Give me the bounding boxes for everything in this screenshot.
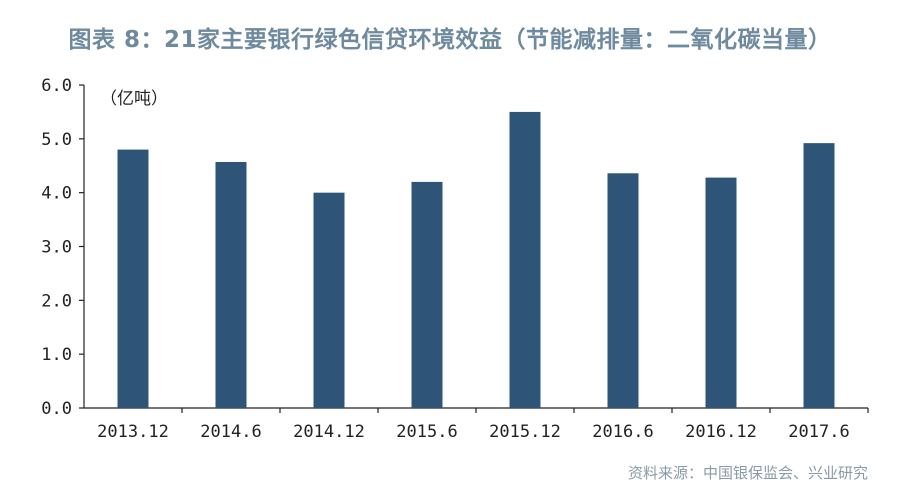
bar-2014.6 xyxy=(215,161,247,408)
x-tick-label: 2014.12 xyxy=(293,422,365,442)
y-tick-label: 6.0 xyxy=(41,76,72,96)
x-tick-label: 2016.12 xyxy=(685,422,757,442)
x-tick-label: 2017.6 xyxy=(788,422,849,442)
y-tick-label: 4.0 xyxy=(41,184,72,204)
y-tick-label: 0.0 xyxy=(41,399,72,419)
x-tick-label: 2016.6 xyxy=(592,422,653,442)
bar-2015.12 xyxy=(509,111,541,409)
x-tick-label: 2014.6 xyxy=(200,422,261,442)
y-tick-label: 5.0 xyxy=(41,130,72,150)
y-tick-label: 1.0 xyxy=(41,345,72,365)
y-unit-label: （亿吨） xyxy=(100,89,168,109)
y-tick-label: 3.0 xyxy=(41,238,72,258)
bars xyxy=(117,111,835,409)
x-tick-label: 2013.12 xyxy=(97,422,169,442)
x-tick-label: 2015.12 xyxy=(489,422,561,442)
y-tick-label: 2.0 xyxy=(41,291,72,311)
y-axis: 0.0 1.0 2.0 3.0 4.0 5.0 6.0 xyxy=(41,76,85,419)
bar-2015.6 xyxy=(411,181,443,408)
x-axis: 2013.12 2014.6 2014.12 2015.6 2015.12 2016.6 2… xyxy=(84,407,869,442)
x-tick-label: 2015.6 xyxy=(396,422,457,442)
bar-2016.6 xyxy=(607,173,639,408)
bar-2013.12 xyxy=(117,149,149,408)
chart-title: 图表 8：21家主要银行绿色信贷环境效益（节能减排量：二氧化碳当量） xyxy=(68,27,832,53)
source-note: 资料来源：中国银保监会、兴业研究 xyxy=(627,464,868,482)
bar-2014.12 xyxy=(313,192,345,408)
bar-2017.6 xyxy=(803,143,835,408)
bar-2016.12 xyxy=(705,177,737,408)
